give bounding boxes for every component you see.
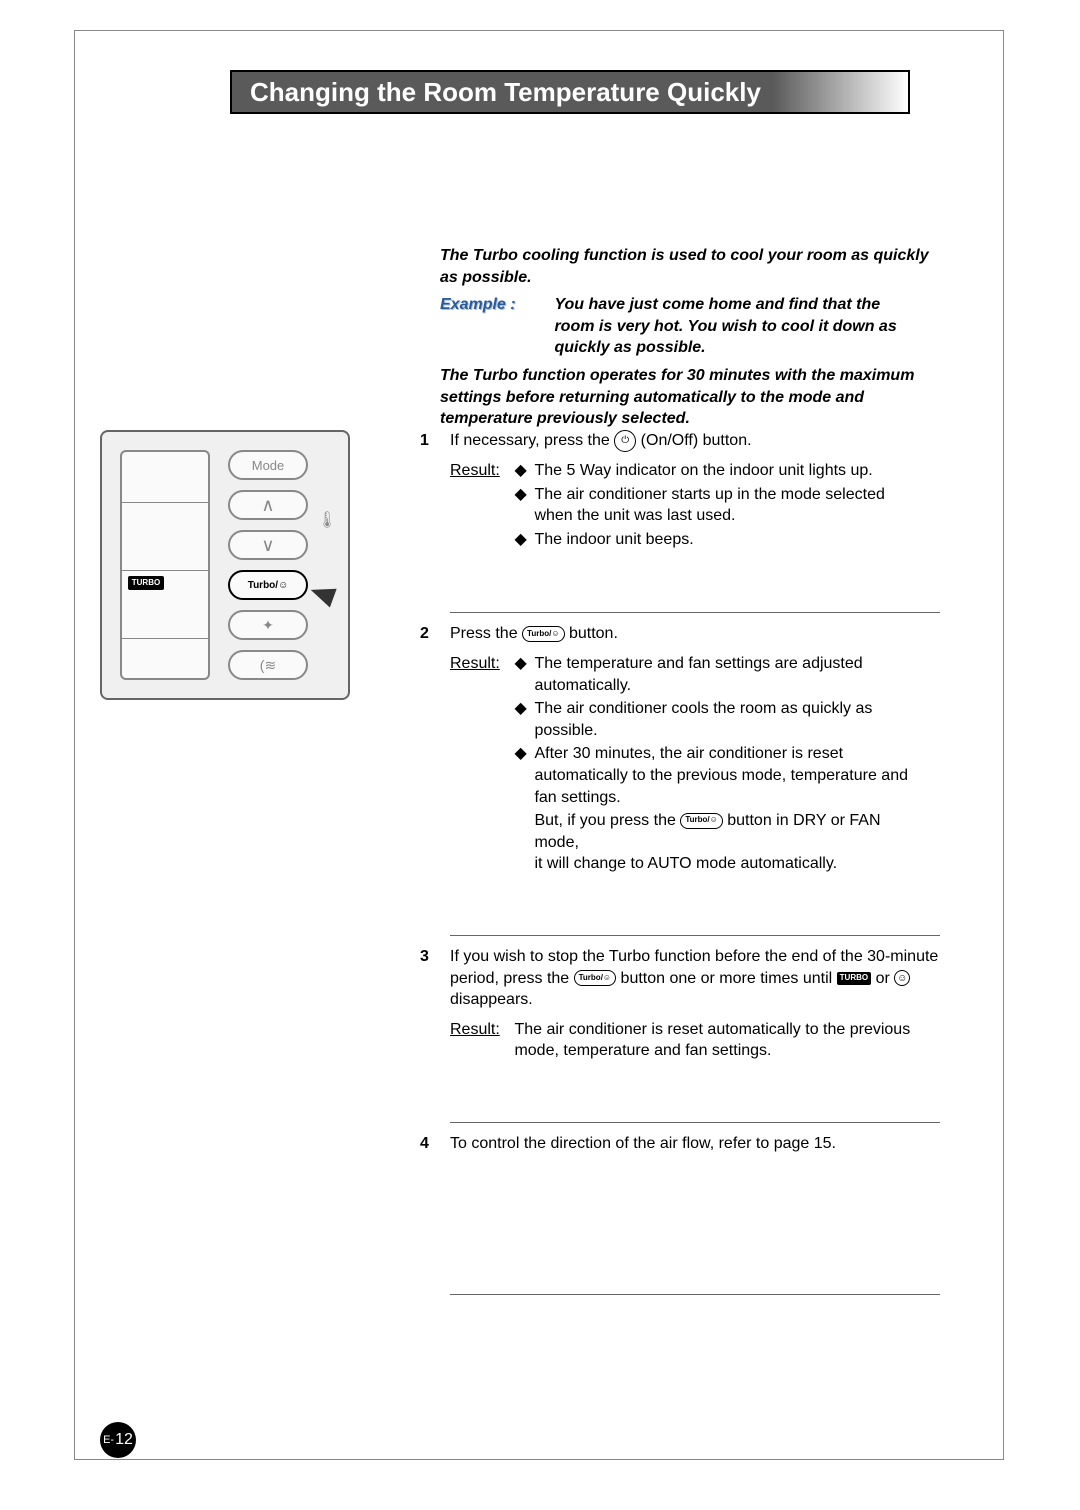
- step-number: 3: [420, 946, 429, 968]
- bullet-item: ◆The indoor unit beeps.: [514, 529, 924, 551]
- temp-up-button: [228, 490, 308, 520]
- panel-divider: [122, 570, 208, 571]
- step-number: 4: [420, 1133, 429, 1155]
- fan-button: [228, 650, 308, 680]
- diamond-bullet-icon: ◆: [514, 460, 534, 482]
- result-content: ◆The temperature and fan settings are ad…: [514, 653, 924, 875]
- result-label: Result:: [450, 653, 510, 675]
- bullet-item: ◆The 5 Way indicator on the indoor unit …: [514, 460, 924, 482]
- diamond-bullet-icon: ◆: [514, 743, 534, 808]
- step-lead: To control the direction of the air flow…: [450, 1135, 836, 1152]
- step-lead: Press the: [450, 625, 522, 642]
- step-lead: If necessary, press the: [450, 432, 614, 449]
- step-item: 2 Press the Turbo/☺ button. Result: ◆The…: [450, 612, 940, 935]
- temp-down-button: [228, 530, 308, 560]
- turbo-button: Turbo/☺: [228, 570, 308, 600]
- example-label: Example :: [440, 294, 550, 316]
- step-body: If you wish to stop the Turbo function b…: [450, 946, 940, 1062]
- page-number-badge: E-12: [100, 1422, 136, 1458]
- turbo-badge-icon: TURBO: [837, 972, 871, 985]
- mode-button: Mode: [228, 450, 308, 480]
- onoff-label: (On/Off) button.: [641, 432, 752, 449]
- intro-example-row: Example : You have just come home and fi…: [440, 294, 930, 359]
- result-text: The air conditioner is reset automatical…: [514, 1019, 924, 1062]
- bullet-item: ◆The air conditioner starts up in the mo…: [514, 484, 924, 527]
- step-mid: or: [876, 970, 895, 987]
- face-icon: ☺: [894, 970, 910, 986]
- step-item: 1 If necessary, press the ⏻ (On/Off) but…: [450, 430, 940, 612]
- page-num-value: 12: [115, 1431, 133, 1449]
- page-title: Changing the Room Temperature Quickly: [250, 77, 761, 108]
- result-label: Result:: [450, 1019, 510, 1041]
- turbo-pill-icon: Turbo/☺: [574, 970, 616, 986]
- panel-divider: [122, 638, 208, 639]
- result-content: ◆The 5 Way indicator on the indoor unit …: [514, 460, 924, 552]
- intro-block: The Turbo cooling function is used to co…: [440, 245, 930, 430]
- page-num-prefix: E-: [103, 1434, 114, 1446]
- intro-line-1: The Turbo cooling function is used to co…: [440, 245, 930, 288]
- step-mid: button one or more times until: [621, 970, 837, 987]
- step-extra-line: it will change to AUTO mode automaticall…: [514, 853, 924, 875]
- bullet-item: ◆The air conditioner cools the room as q…: [514, 698, 924, 741]
- onoff-icon: ⏻: [614, 430, 636, 452]
- step-body: To control the direction of the air flow…: [450, 1133, 940, 1155]
- turbo-indicator-badge: TURBO: [128, 576, 164, 590]
- step-extra-line: But, if you press the Turbo/☺ button in …: [514, 810, 924, 853]
- diamond-bullet-icon: ◆: [514, 698, 534, 741]
- result-block: Result: ◆The 5 Way indicator on the indo…: [450, 460, 940, 552]
- step-tail: disappears.: [450, 991, 533, 1008]
- steps-list: 1 If necessary, press the ⏻ (On/Off) but…: [450, 430, 940, 1295]
- step-body: If necessary, press the ⏻ (On/Off) butto…: [450, 430, 940, 552]
- step-item: 4 To control the direction of the air fl…: [450, 1122, 940, 1255]
- step-item: 3 If you wish to stop the Turbo function…: [450, 935, 940, 1122]
- step-tail: button.: [569, 625, 618, 642]
- result-block: Result: The air conditioner is reset aut…: [450, 1019, 940, 1062]
- title-bar: Changing the Room Temperature Quickly: [230, 70, 910, 114]
- section-divider: [450, 1294, 940, 1295]
- step-number: 1: [420, 430, 429, 452]
- bullet-item: ◆After 30 minutes, the air conditioner i…: [514, 743, 924, 808]
- swing-button: [228, 610, 308, 640]
- remote-outline: TURBO Mode Turbo/☺ 🌡: [100, 430, 350, 700]
- remote-button-column: Mode Turbo/☺: [228, 450, 338, 690]
- example-text: You have just come home and find that th…: [554, 294, 924, 359]
- thermometer-icon: 🌡: [317, 510, 337, 530]
- bullet-item: ◆The temperature and fan settings are ad…: [514, 653, 924, 696]
- panel-divider: [122, 502, 208, 503]
- turbo-pill-icon: Turbo/☺: [522, 626, 564, 642]
- diamond-bullet-icon: ◆: [514, 653, 534, 696]
- remote-diagram: TURBO Mode Turbo/☺ 🌡: [100, 430, 380, 710]
- step-number: 2: [420, 623, 429, 645]
- intro-line-3: The Turbo function operates for 30 minut…: [440, 365, 930, 430]
- step-body: Press the Turbo/☺ button. Result: ◆The t…: [450, 623, 940, 875]
- turbo-pill-icon: Turbo/☺: [680, 813, 722, 829]
- result-label: Result:: [450, 460, 510, 482]
- diamond-bullet-icon: ◆: [514, 529, 534, 551]
- result-block: Result: ◆The temperature and fan setting…: [450, 653, 940, 875]
- remote-display-panel: TURBO: [120, 450, 210, 680]
- diamond-bullet-icon: ◆: [514, 484, 534, 527]
